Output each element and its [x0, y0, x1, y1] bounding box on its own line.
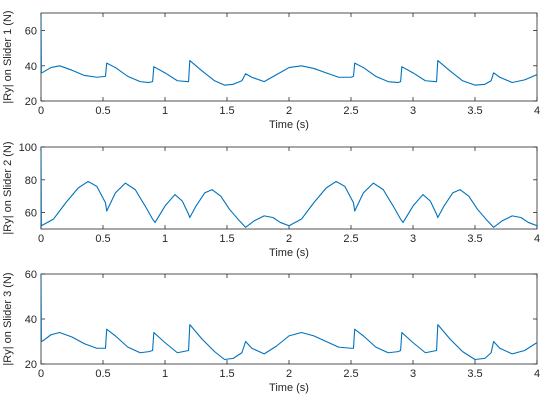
x-tick-label: 3 [410, 105, 416, 117]
y-tick-label: 100 [19, 142, 37, 154]
series-line-1-1 [41, 13, 537, 86]
x-tick-label: 1 [162, 233, 168, 245]
y-axis-label: |Ry| on Slider 2 (N) [2, 141, 14, 234]
x-tick-label: 2.5 [343, 105, 358, 117]
series-line-2-1 [41, 147, 537, 228]
x-axis-label: Time (s) [269, 119, 309, 131]
x-tick-label: 2 [286, 233, 292, 245]
x-tick-label: 4 [534, 368, 540, 380]
chart-panel-2: 0 0.5 1 1.5 2 2.5 3 3.5 4 60 80 100 Time (s) |Ry| on … [2, 141, 540, 259]
chart-panel-3: 0 0.5 1 1.5 2 2.5 3 3.5 4 20 40 60 Time (s) |Ry| on S… [2, 269, 540, 394]
y-tick-label: 60 [25, 208, 37, 220]
x-tick-label: 4 [534, 105, 540, 117]
series-line-3-1 [41, 274, 537, 361]
y-axis-label: |Ry| on Slider 1 (N) [2, 10, 14, 103]
x-tick-label: 2 [286, 368, 292, 380]
x-tick-label: 1 [162, 105, 168, 117]
x-tick-label: 0.5 [95, 233, 110, 245]
y-tick-label: 60 [25, 26, 37, 38]
y-tick-label: 40 [25, 314, 37, 326]
x-tick-label: 1.5 [219, 233, 234, 245]
y-tick-label: 80 [25, 175, 37, 187]
x-tick-label: 1.5 [219, 368, 234, 380]
chart-panel-1: 0 0.5 1 1.5 2 2.5 3 3.5 4 20 40 60 Time (s) |Ry| on S… [2, 10, 540, 131]
x-tick-label: 3.5 [467, 368, 482, 380]
x-tick-label: 3 [410, 368, 416, 380]
y-axis-label: |Ry| on Slider 3 (N) [2, 272, 14, 365]
x-tick-label: 2.5 [343, 233, 358, 245]
x-tick-label: 3 [410, 233, 416, 245]
x-tick-label: 0 [38, 233, 44, 245]
x-tick-label: 0.5 [95, 105, 110, 117]
x-tick-label: 3.5 [467, 233, 482, 245]
x-tick-label: 2.5 [343, 368, 358, 380]
x-tick-label: 1 [162, 368, 168, 380]
x-tick-label: 0.5 [95, 368, 110, 380]
x-tick-label: 4 [534, 233, 540, 245]
y-tick-label: 40 [25, 61, 37, 73]
x-tick-label: 0 [38, 105, 44, 117]
plot-area [40, 273, 538, 365]
y-tick-label: 60 [25, 269, 37, 281]
x-axis-label: Time (s) [269, 247, 309, 259]
y-tick-label: 20 [25, 359, 37, 371]
x-tick-label: 3.5 [467, 105, 482, 117]
x-tick-label: 2 [286, 105, 292, 117]
x-axis-label: Time (s) [269, 382, 309, 394]
plot-area [40, 146, 538, 230]
x-tick-label: 0 [38, 368, 44, 380]
plot-area [40, 12, 538, 102]
y-tick-label: 20 [25, 96, 37, 108]
x-tick-label: 1.5 [219, 105, 234, 117]
